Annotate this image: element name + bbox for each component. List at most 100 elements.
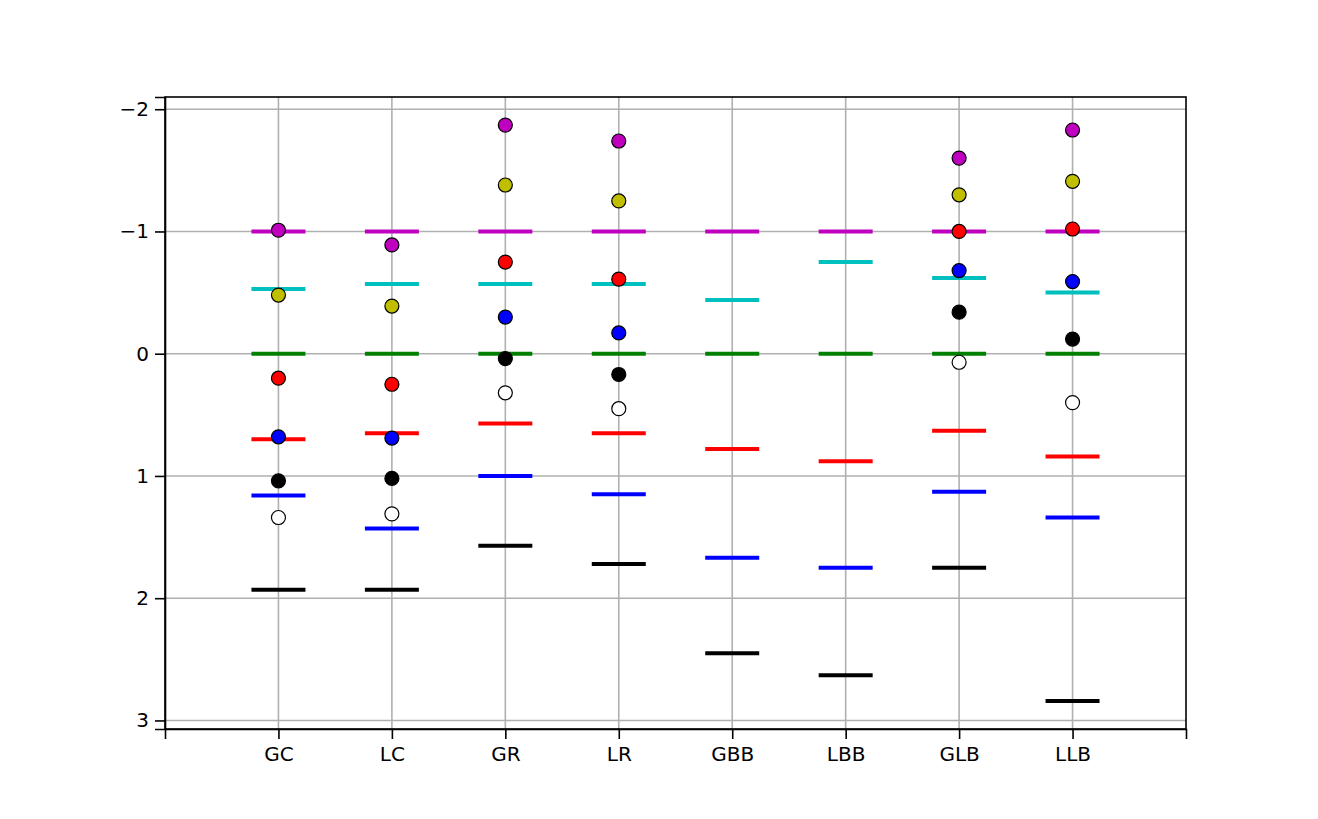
dash-marker	[819, 229, 873, 233]
tick: −1	[120, 219, 165, 243]
grid-line	[165, 597, 1186, 599]
grid-line	[165, 108, 1186, 110]
circle-marker	[271, 223, 285, 237]
series	[251, 546, 1099, 701]
tick-mark	[732, 729, 734, 739]
tick-mark	[155, 353, 165, 355]
dash-marker	[705, 651, 759, 655]
circle-marker	[952, 305, 966, 319]
dash-marker	[705, 298, 759, 302]
x-axis: GCLCGRLRGBBLBBGLBLLB	[166, 729, 1187, 766]
dash-marker	[1046, 699, 1100, 703]
tick-mark	[959, 729, 961, 739]
tick-label: 2	[136, 586, 149, 610]
series	[271, 222, 1079, 391]
dash-marker	[592, 431, 646, 435]
circle-marker	[952, 224, 966, 238]
tick-label: 3	[136, 708, 149, 732]
tick-mark	[278, 729, 280, 739]
plot: −2−10123GCLCGRLRGBBLBBGLBLLB	[120, 97, 1187, 766]
grid-line	[731, 97, 733, 729]
dash-marker	[251, 352, 305, 356]
tick: LLB	[1055, 729, 1091, 766]
dash-marker	[478, 474, 532, 478]
dash-marker	[932, 429, 986, 433]
tick-mark	[155, 231, 165, 233]
circle-marker	[498, 352, 512, 366]
grid-line	[165, 353, 1186, 355]
circle-marker	[498, 386, 512, 400]
tick-label: LR	[607, 742, 632, 766]
grid-line	[391, 97, 393, 729]
circle-marker	[952, 188, 966, 202]
tick: 1	[136, 464, 165, 488]
dash-marker	[932, 566, 986, 570]
dash-marker	[819, 673, 873, 677]
dash-marker	[592, 229, 646, 233]
dash-marker	[819, 352, 873, 356]
circle-marker	[1066, 174, 1080, 188]
tick-label: GLB	[939, 742, 979, 766]
dash-marker	[478, 282, 532, 286]
circle-marker	[385, 471, 399, 485]
circle-marker	[612, 194, 626, 208]
dash-marker	[592, 492, 646, 496]
circle-marker	[498, 178, 512, 192]
circle-marker	[1066, 332, 1080, 346]
axis-line	[166, 730, 1187, 740]
tick-label: −2	[120, 97, 149, 121]
tick-label: LC	[380, 742, 405, 766]
grid-line	[165, 475, 1186, 477]
grid-line	[165, 231, 1186, 233]
tick-label: LLB	[1055, 742, 1091, 766]
dash-marker	[705, 352, 759, 356]
circle-marker	[1066, 222, 1080, 236]
tick-label: 0	[136, 342, 149, 366]
circle-marker	[498, 255, 512, 269]
dash-marker	[365, 588, 419, 592]
dash-marker	[932, 490, 986, 494]
dash-marker	[819, 459, 873, 463]
dash-marker	[365, 229, 419, 233]
marks	[251, 118, 1099, 701]
circle-marker	[612, 134, 626, 148]
circle-marker	[385, 377, 399, 391]
dash-marker	[365, 527, 419, 531]
circle-marker	[612, 272, 626, 286]
circle-marker	[1066, 123, 1080, 137]
tick-label: −1	[120, 219, 149, 243]
tick-label: GR	[491, 742, 520, 766]
tick: GR	[491, 729, 520, 766]
circle-marker	[271, 371, 285, 385]
tick-mark	[505, 729, 507, 739]
dash-marker	[705, 447, 759, 451]
dash-marker	[1046, 352, 1100, 356]
circle-marker	[612, 402, 626, 416]
tick: GBB	[711, 729, 754, 766]
series	[251, 423, 1099, 461]
dash-marker	[1046, 516, 1100, 520]
dash-marker	[251, 494, 305, 498]
circle-marker	[271, 430, 285, 444]
circle-marker	[612, 367, 626, 381]
series	[271, 355, 1079, 524]
tick-mark	[155, 109, 165, 111]
dash-marker	[705, 229, 759, 233]
series	[271, 305, 1079, 488]
dash-marker	[705, 556, 759, 560]
circle-marker	[952, 264, 966, 278]
series	[251, 476, 1099, 568]
tick-label: GBB	[711, 742, 754, 766]
chart: −2−10123GCLCGRLRGBBLBBGLBLLB	[0, 0, 1318, 819]
tick: GC	[264, 729, 293, 766]
series	[251, 353, 1099, 354]
grid-line	[845, 97, 847, 729]
tick-mark	[392, 729, 394, 739]
tick: GLB	[939, 729, 979, 766]
dash-marker	[478, 544, 532, 548]
circle-marker	[612, 326, 626, 340]
circle-marker	[385, 238, 399, 252]
tick-mark	[155, 598, 165, 600]
tick-mark	[845, 729, 847, 739]
circle-marker	[498, 310, 512, 324]
